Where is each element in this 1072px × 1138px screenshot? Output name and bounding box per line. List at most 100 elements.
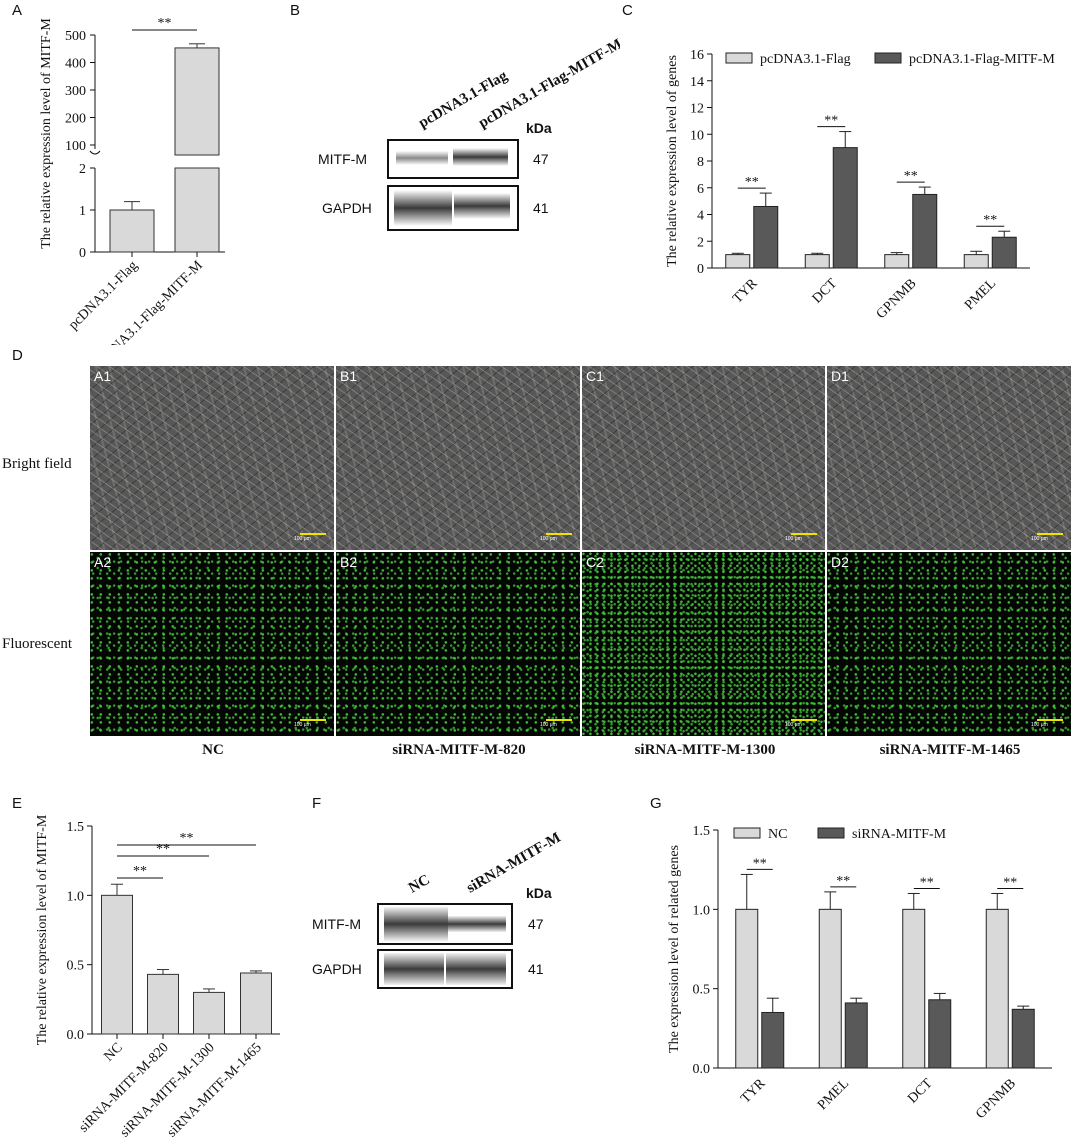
panel-label-b: B: [290, 2, 301, 19]
blot-bottom-kda-2: 41: [528, 961, 544, 977]
y-tick-label: 200: [65, 112, 86, 127]
significance-label: **: [824, 114, 838, 129]
panel-label-e: E: [12, 795, 23, 812]
blot-bottom-svg: NC siRNA-MITF-M kDa MITF-M GAPDH 47 41: [312, 830, 564, 989]
y-axis-title: The relative expression level of genes: [665, 55, 680, 267]
x-tick-label: GPNMB: [874, 276, 920, 322]
y-tick-label: 0: [79, 246, 86, 261]
y-tick-label: 400: [65, 57, 86, 72]
blot-bottom-band-2a: [384, 953, 444, 985]
y-tick-label: 100: [65, 139, 86, 154]
y-tick-label: 16: [690, 48, 704, 63]
legend-swatch: [733, 827, 761, 839]
y-tick-label: 4: [697, 209, 704, 224]
bar: [991, 236, 1017, 269]
panel-label-f: F: [312, 795, 322, 812]
significance-label: **: [158, 16, 172, 31]
legend-swatch: [725, 52, 753, 64]
micro-caption: B1: [340, 368, 358, 384]
chart-a: 0 1 2 100 200 300 400 500 ** pcDNA3.1-FlagpcDNA3.…: [39, 16, 225, 345]
x-tick-label: GPNMB: [973, 1076, 1019, 1122]
micro-image-d2: D2 100 μm: [827, 552, 1071, 736]
blot-top-row-1: MITF-M: [318, 151, 367, 167]
y-tick-label: 0.5: [693, 983, 711, 998]
legend-label: siRNA-MITF-M: [852, 827, 947, 842]
micro-image-c2: C2 100 μm: [582, 552, 825, 736]
blot-bottom-kda-1: 47: [528, 916, 544, 932]
panel-label-g: G: [650, 795, 662, 812]
significance-label: **: [983, 213, 997, 228]
micro-image-b1: B1 100 μm: [336, 366, 580, 550]
micro-image-a2: A2 100 μm: [90, 552, 334, 736]
bar: [832, 147, 858, 269]
y-tick-label: 1.5: [693, 824, 711, 839]
x-tick-label: siRNA-MITF-M-1465: [165, 1040, 265, 1138]
bar: [174, 167, 220, 253]
column-label-820: siRNA-MITF-M-820: [392, 742, 526, 758]
y-axis-title: The relative expression level of MITF-M: [39, 18, 54, 249]
blot-top-band-1b: [453, 148, 508, 166]
blot-top-kda-1: 47: [533, 151, 549, 167]
column-label-1465: siRNA-MITF-M-1465: [879, 742, 1021, 758]
bar: [109, 209, 155, 253]
y-tick-label: 6: [697, 182, 704, 197]
legend-label: pcDNA3.1-Flag-MITF-M: [909, 52, 1055, 67]
y-tick-label: 1.0: [67, 889, 85, 904]
bar: [753, 205, 779, 269]
blot-bottom-kda: kDa: [526, 885, 552, 901]
y-tick-label: 2: [697, 235, 704, 250]
micro-caption: B2: [340, 554, 358, 570]
blot-bottom-row-1: MITF-M: [312, 916, 361, 932]
legend-swatch: [874, 52, 902, 64]
micro-image-c1: C1 100 μm: [582, 366, 825, 550]
scale-bar: 100 μm: [1031, 533, 1063, 545]
micro-image-a1: A1 100 μm: [90, 366, 334, 550]
micro-caption: A2: [94, 554, 112, 570]
blot-bottom-lane-1: NC: [406, 872, 433, 897]
scale-bar: 100 μm: [1031, 719, 1063, 731]
blot-bottom-band-1a: [384, 907, 448, 941]
significance-label: **: [180, 831, 194, 846]
y-tick-label: 1.0: [693, 903, 711, 918]
blot-top-svg: pcDNA3.1-Flag pcDNA3.1-Flag-MITF-M kDa M…: [318, 36, 620, 231]
bar: [844, 1002, 868, 1069]
bar: [174, 47, 220, 156]
x-tick-label: pcDNA3.1-Flag-MITF-M: [92, 258, 206, 345]
chart-c: 0 2 4 6 8 10 12 14 16 ** TYR ** DCT ** GPNMB ** PMEL pcDN…: [665, 48, 1055, 322]
bar: [193, 991, 225, 1035]
significance-label: **: [836, 874, 850, 889]
blot-top-row-2: GAPDH: [322, 200, 372, 216]
y-tick-label: 0.0: [693, 1062, 711, 1077]
chart-e: 0.0 0.5 1.0 1.5 NCsiRNA-MITF-M-820siRNA-MITF…: [35, 814, 280, 1138]
panel-label-c: C: [622, 2, 633, 19]
y-tick-label: 500: [65, 29, 86, 44]
scale-bar: 100 μm: [294, 719, 326, 731]
x-tick-label: TYR: [738, 1076, 769, 1107]
column-label-1300: siRNA-MITF-M-1300: [634, 742, 776, 758]
y-tick-label: 14: [690, 75, 704, 90]
scale-bar: 100 μm: [785, 719, 817, 731]
micro-caption: C2: [586, 554, 604, 570]
chart-g: 0.0 0.5 1.0 1.5 ** TYR ** PMEL ** DCT ** GPNMB NC siR…: [667, 824, 1052, 1122]
blot-bottom-row-2: GAPDH: [312, 961, 362, 977]
bar: [928, 999, 952, 1069]
micro-caption: D2: [831, 554, 849, 570]
bar: [818, 908, 842, 1069]
blot-top-band-2a: [394, 190, 452, 226]
column-label-nc: NC: [202, 742, 224, 758]
scale-bar: 100 μm: [294, 533, 326, 545]
blot-top-kda: kDa: [526, 120, 552, 136]
bar: [985, 908, 1009, 1069]
y-axis-title: The relative expression level of MITF-M: [35, 814, 50, 1045]
y-tick-label: 10: [690, 128, 704, 143]
x-tick-label: PMEL: [962, 276, 999, 313]
x-tick-label: DCT: [905, 1076, 936, 1107]
significance-label: **: [753, 856, 767, 871]
bar: [147, 973, 179, 1035]
legend-label: pcDNA3.1-Flag: [760, 52, 851, 67]
y-tick-label: 1: [79, 204, 86, 219]
y-tick-label: 0.0: [67, 1028, 85, 1043]
x-tick-label: siRNA-MITF-M-820: [77, 1040, 172, 1135]
bar: [884, 254, 910, 269]
significance-label: **: [904, 169, 918, 184]
